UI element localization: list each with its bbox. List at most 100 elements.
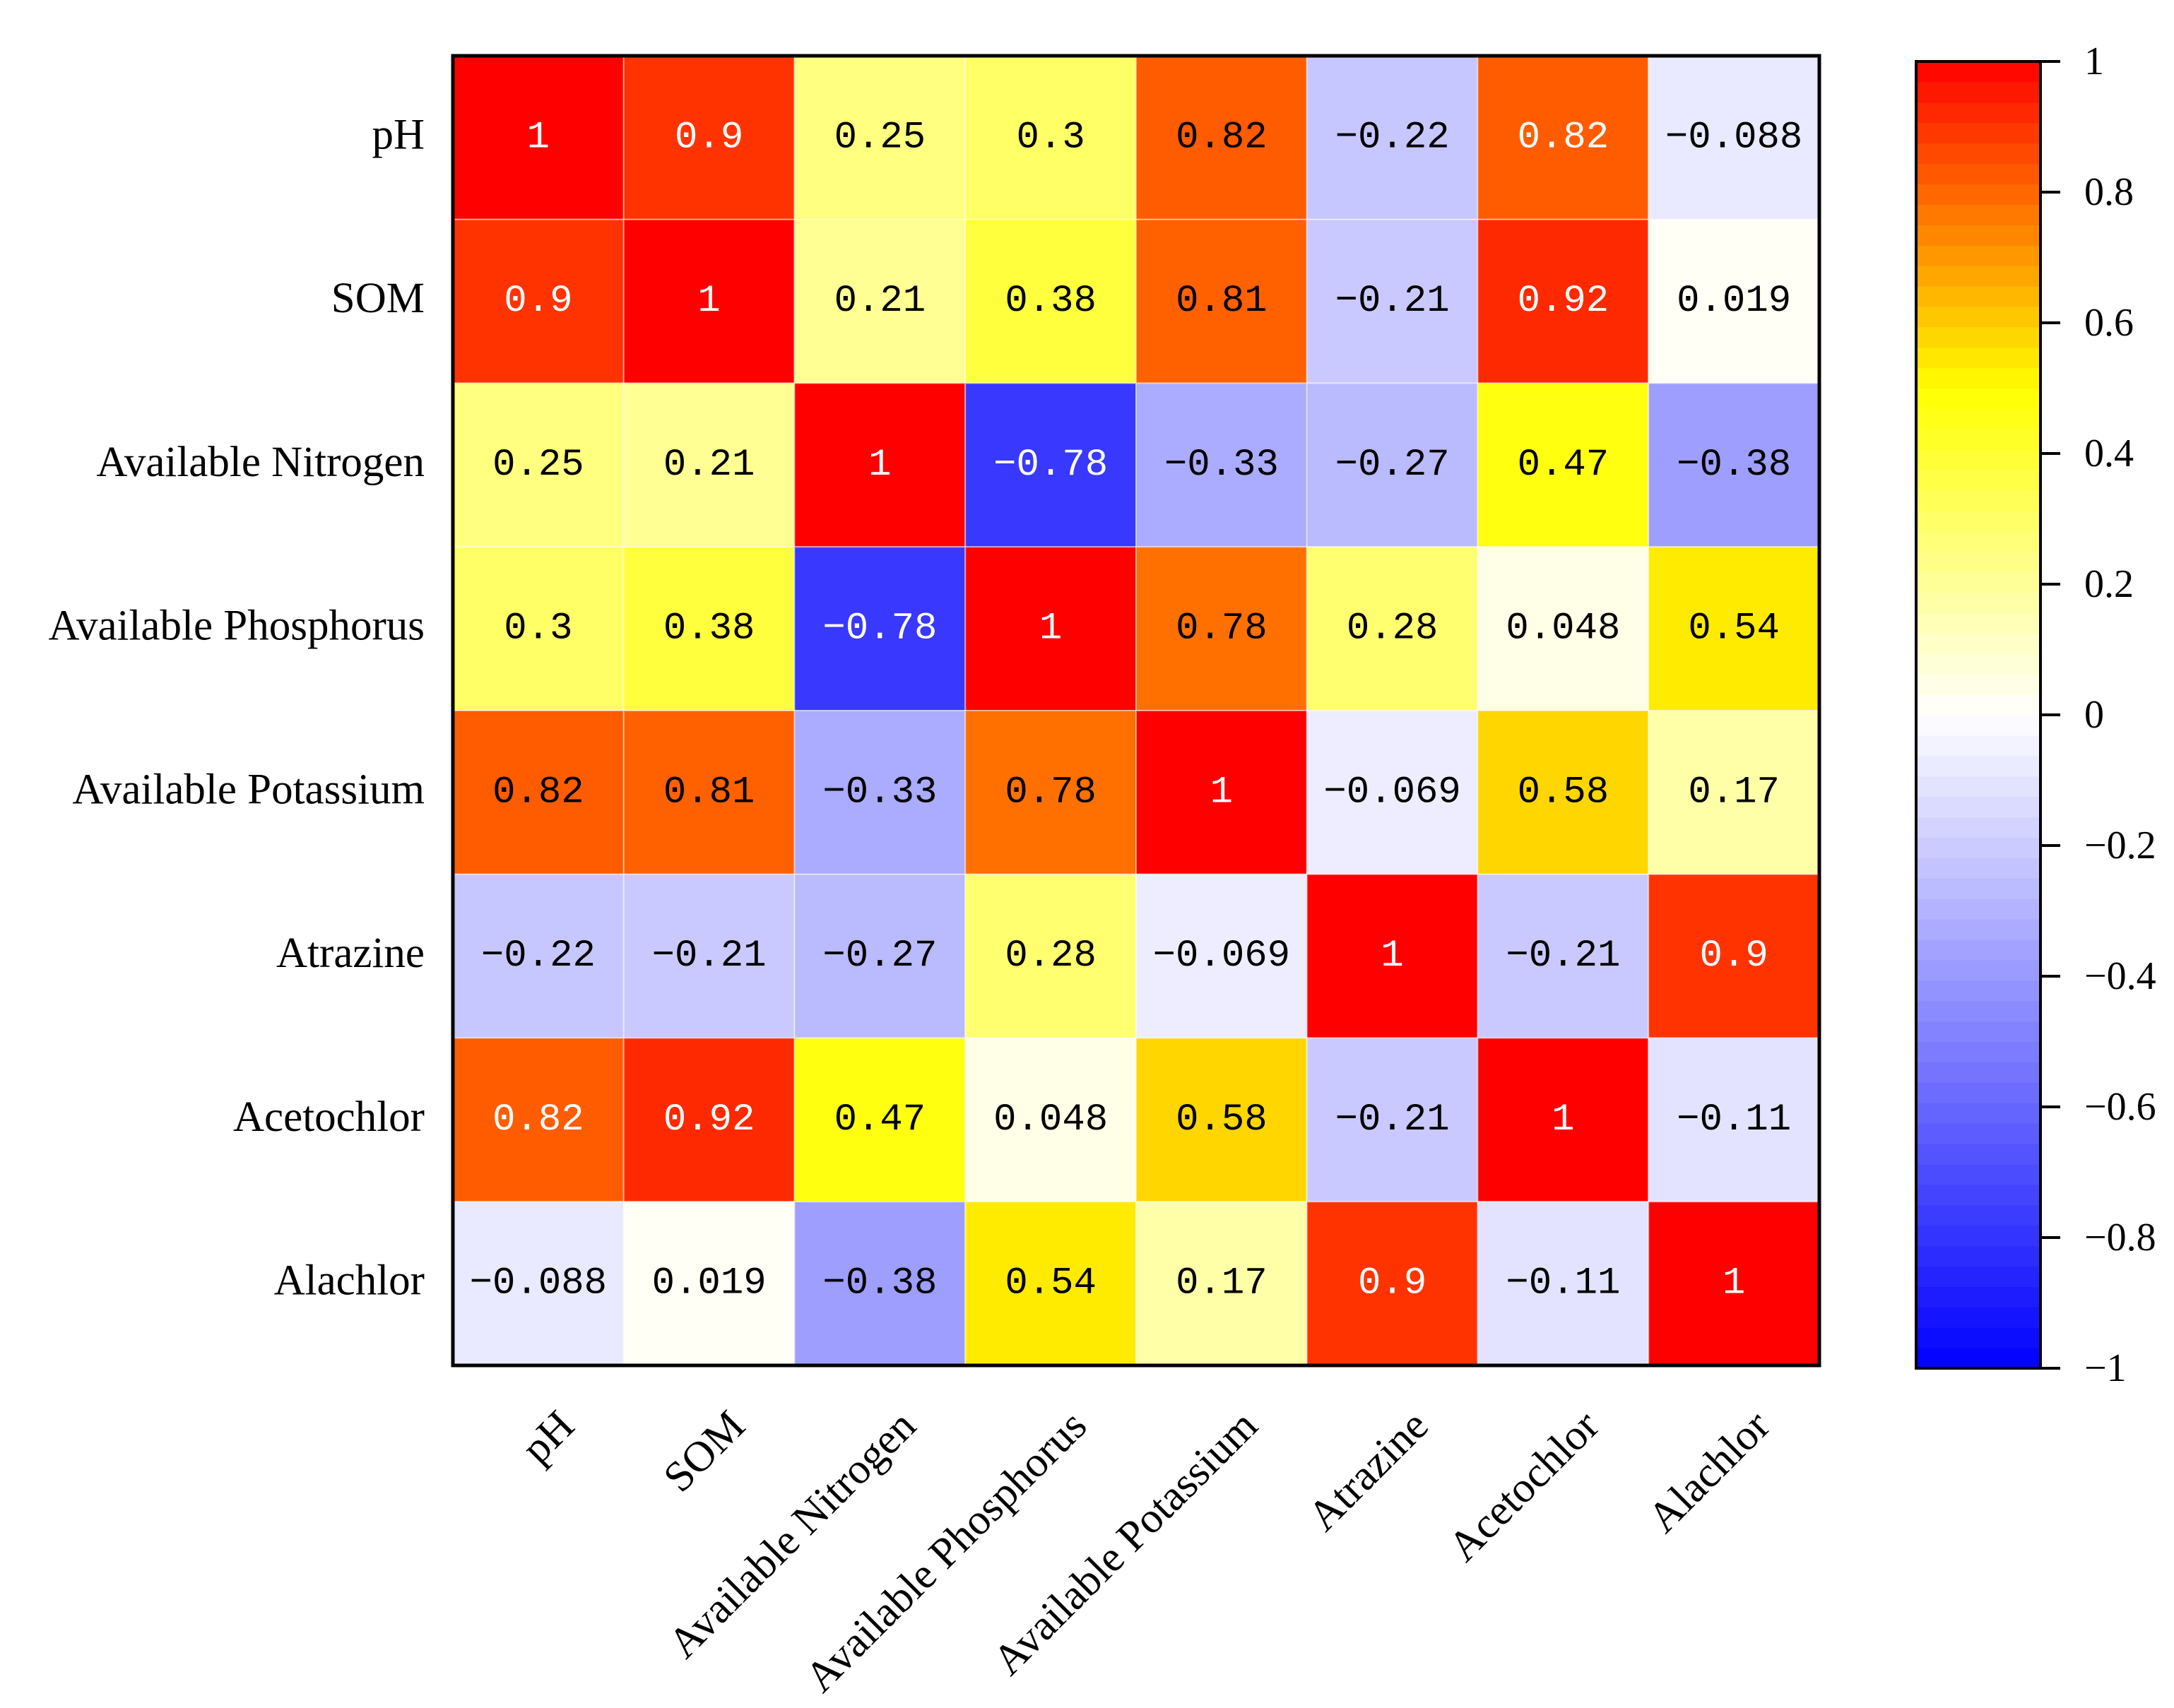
colorbar-step (1916, 245, 2040, 266)
heatmap-cell-available-phosphorus-x-available-phosphorus (964, 546, 1137, 711)
cell-value-label: 0.54 (1688, 607, 1780, 651)
colorbar-step (1916, 326, 2040, 348)
colorbar-step (1916, 1062, 2040, 1083)
cell-value-label: −0.78 (993, 444, 1108, 487)
cell-value-label: 0.38 (1005, 280, 1097, 323)
colorbar-tick-label: −0.8 (2084, 1216, 2156, 1259)
cell-value-label: −0.088 (470, 1262, 607, 1305)
cell-value-label: 1 (1723, 1262, 1745, 1305)
cell-value-label: 0.58 (1176, 1098, 1268, 1141)
colorbar-step (1916, 61, 2040, 83)
colorbar-step (1916, 388, 2040, 410)
colorbar-step (1916, 1103, 2040, 1124)
colorbar-step (1916, 1082, 2040, 1103)
colorbar-step (1916, 1225, 2040, 1247)
colorbar-tick-label: 0.4 (2084, 432, 2134, 475)
cell-value-label: 0.82 (492, 771, 584, 814)
cell-value-label: 1 (697, 280, 720, 323)
colorbar-step (1916, 143, 2040, 165)
colorbar-step (1916, 959, 2040, 981)
heatmap-cell-acetochlor-x-alachlor (1648, 1037, 1820, 1203)
heatmap-cell-som-x-som (622, 218, 796, 384)
colorbar-step (1916, 306, 2040, 328)
heatmap-cell-available-nitrogen-x-available-potassium (1135, 382, 1308, 548)
cell-value-label: −0.21 (1335, 1098, 1450, 1141)
cell-value-label: 0.81 (663, 771, 755, 814)
colorbar-step (1916, 980, 2040, 1002)
colorbar-tick-label: −0.6 (2084, 1085, 2156, 1129)
heatmap-cell-available-nitrogen-x-ph (452, 382, 625, 548)
cell-value-label: 0.78 (1176, 607, 1268, 651)
cell-value-label: 0.3 (1017, 116, 1085, 159)
cell-value-label: −0.11 (1677, 1098, 1791, 1141)
colorbar-step (1916, 530, 2040, 552)
colorbar-step (1916, 122, 2040, 144)
colorbar-step (1916, 1184, 2040, 1206)
heatmap-cell-atrazine-x-acetochlor (1477, 873, 1650, 1039)
colorbar-tick-label: 0.8 (2084, 170, 2134, 214)
colorbar-step (1916, 184, 2040, 205)
colorbar-step (1916, 776, 2040, 797)
heatmap-cell-available-nitrogen-x-atrazine (1306, 382, 1479, 548)
cell-value-label: 0.78 (1005, 771, 1097, 814)
colorbar-step (1916, 817, 2040, 838)
x-tick-label-atrazine: Atrazine (1299, 1402, 1438, 1541)
heatmap-cell-acetochlor-x-ph (452, 1037, 625, 1203)
colorbar-step (1916, 612, 2040, 634)
heatmap-cell-atrazine-x-som (622, 873, 796, 1039)
cell-value-label: 0.58 (1518, 771, 1609, 814)
colorbar-step (1916, 1041, 2040, 1063)
cell-value-label: 0.38 (663, 607, 755, 651)
heatmap-cell-atrazine-x-available-nitrogen (793, 873, 967, 1039)
heatmap-cell-acetochlor-x-atrazine (1306, 1037, 1479, 1203)
heatmap-cell-available-phosphorus-x-available-nitrogen (793, 546, 967, 711)
cell-value-label: 0.82 (1176, 116, 1268, 159)
colorbar-step (1916, 1163, 2040, 1185)
colorbar-step (1916, 347, 2040, 369)
colorbar-color-scale (1916, 61, 2040, 1369)
heatmap-cell-available-nitrogen-x-available-nitrogen (793, 382, 967, 548)
heatmap-cell-som-x-atrazine (1306, 218, 1479, 384)
colorbar-tick-label: 0 (2084, 693, 2104, 737)
heatmap-frame (451, 54, 1821, 1368)
heatmap-cell-acetochlor-x-available-nitrogen (793, 1037, 967, 1203)
colorbar-step (1916, 858, 2040, 879)
colorbar-step (1916, 510, 2040, 532)
colorbar-step (1916, 633, 2040, 654)
cell-value-label: 0.25 (492, 444, 584, 487)
heatmap-cell-som-x-acetochlor (1477, 218, 1650, 384)
cell-value-label: 0.019 (652, 1262, 767, 1305)
heatmap-cell-ph-x-available-potassium (1135, 55, 1308, 220)
heatmap-cell-available-potassium-x-available-phosphorus (964, 710, 1137, 875)
cell-value-label: 0.92 (663, 1098, 755, 1141)
colorbar-step (1916, 1327, 2040, 1348)
cell-value-label: 1 (1552, 1098, 1574, 1141)
colorbar-step (1916, 470, 2040, 491)
cell-value-label: 0.25 (834, 116, 926, 159)
cell-value-label: 0.47 (834, 1098, 926, 1141)
colorbar-tick-labels: 1 0.8 0.6 0.4 0.2 0 −0.2 −0.4 −0.6 −0.8 −1 (2084, 40, 2156, 1390)
cell-value-label: 0.82 (1518, 116, 1609, 159)
colorbar-step (1916, 551, 2040, 573)
cell-value-label: 0.3 (504, 607, 572, 651)
colorbar-step (1916, 1348, 2040, 1369)
colorbar-step (1916, 367, 2040, 389)
colorbar-step (1916, 408, 2040, 429)
cell-value-label: 0.28 (1005, 935, 1097, 978)
colorbar-step (1916, 429, 2040, 450)
colorbar-step (1916, 490, 2040, 511)
colorbar-step (1916, 694, 2040, 716)
colorbar-step (1916, 735, 2040, 757)
heatmap-cell-alachlor-x-available-nitrogen (793, 1201, 967, 1366)
x-tick-label-available-phosphorus: Available Phosphorus (796, 1402, 1096, 1702)
colorbar-step (1916, 1245, 2040, 1267)
colorbar-step (1916, 81, 2040, 103)
cell-value-label: 1 (1039, 607, 1062, 651)
heatmap-cell-value-labels: 1 0.9 0.25 0.3 0.82 −0.22 0.82 −0.088 0.9 1 0.21 0.… (470, 116, 1803, 1305)
colorbar-step (1916, 266, 2040, 287)
cell-value-label: 0.17 (1688, 771, 1780, 814)
colorbar-tick-label: −0.4 (2084, 954, 2156, 998)
x-tick-label-som: SOM (655, 1402, 755, 1502)
